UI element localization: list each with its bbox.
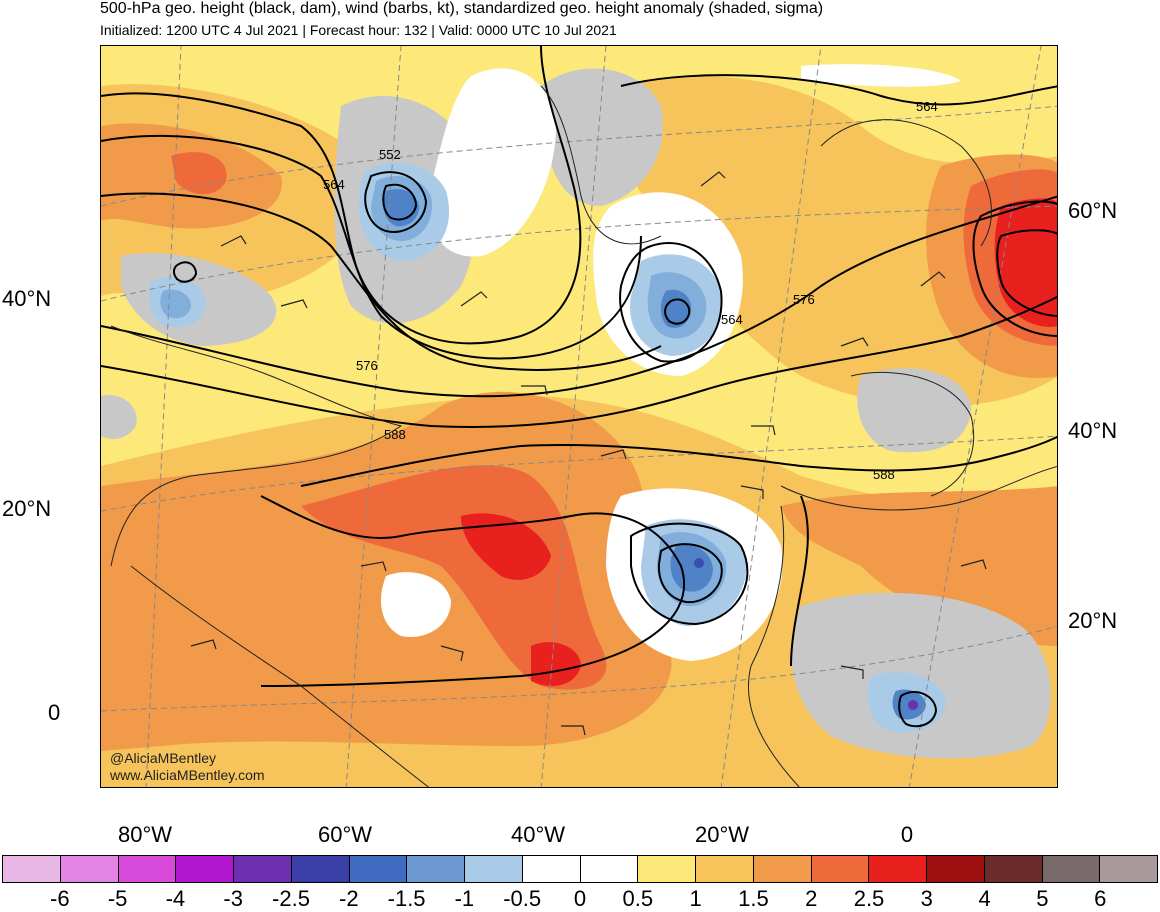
colorbar-tick-label: -0.5: [503, 886, 542, 911]
gray-region-4: [857, 368, 971, 453]
gray-region-3: [541, 68, 663, 206]
colorbar-swatch: [522, 856, 581, 882]
colorbar-swatch: [234, 856, 292, 882]
lon-label-80w: 80°W: [117, 822, 173, 847]
lat-label-left-40n: 40°N: [2, 286, 52, 311]
height-contours: [101, 46, 1057, 728]
colorbar-tick-label: -1.5: [387, 886, 426, 911]
contour-label-2: 564: [323, 177, 345, 192]
colorbar-tick-label: -4: [165, 886, 186, 911]
contour-label-4: 588: [384, 427, 406, 442]
colorbar-tick-label: 2.5: [853, 886, 885, 911]
anomaly-colorbar: [2, 855, 1158, 883]
colorbar-swatch: [118, 856, 177, 882]
map-title: 500-hPa geo. height (black, dam), wind (…: [100, 0, 824, 17]
contour-label-1: 552: [379, 147, 401, 162]
colorbar-tick-label: 0.5: [622, 886, 654, 911]
graticule: [101, 46, 1057, 787]
wind-barbs: [190, 171, 987, 736]
colorbar-swatch: [1100, 856, 1157, 882]
colorbar-swatch: [465, 856, 523, 882]
anomaly-region-6: [781, 486, 1057, 646]
colorbar-tick-label: 3: [920, 886, 933, 911]
contour-label-6: 576: [793, 292, 815, 307]
low-anomaly-3c: [670, 544, 713, 592]
low-anomaly-4b: [160, 289, 191, 319]
gray-region-6: [101, 395, 137, 439]
map-subtitle: Initialized: 1200 UTC 4 Jul 2021 | Forec…: [100, 22, 617, 38]
lat-label-left-20n: 20°N: [2, 496, 52, 521]
colorbar-swatch: [580, 856, 639, 882]
coastlines: [110, 85, 1057, 787]
lon-label-20w: 20°W: [694, 822, 750, 847]
anomaly-region-9: [461, 513, 551, 580]
credit-website: www.AliciaMBentley.com: [110, 767, 265, 783]
gray-region-5: [791, 592, 1051, 759]
map-canvas: 552 564 576 588 564 576 588 564: [101, 46, 1057, 787]
colorbar-tick-label: 1.5: [738, 886, 769, 911]
credit-handle: @AliciaMBentley: [110, 750, 217, 766]
contour-label-5: 564: [721, 312, 743, 327]
lon-label-40w: 40°W: [510, 822, 566, 847]
lon-label-0: 0: [900, 822, 914, 847]
colorbar-tick-label: -6: [50, 886, 70, 911]
colorbar-swatch: [753, 856, 812, 882]
colorbar-tick-label: 6: [1094, 886, 1107, 911]
colorbar-swatch: [3, 856, 61, 882]
neutral-region-5: [801, 64, 961, 87]
colorbar-swatch: [811, 856, 870, 882]
colorbar-swatch: [696, 856, 754, 882]
lat-label-right-60n: 60°N: [1068, 198, 1118, 223]
anomaly-region-10: [531, 642, 581, 686]
colorbar-swatch: [869, 856, 927, 882]
colorbar-swatch: [1042, 856, 1101, 882]
colorbar-swatch: [349, 856, 408, 882]
low-anomaly-5c: [908, 700, 918, 710]
low-anomaly-3d: [694, 558, 704, 568]
low-anomaly-1c: [383, 189, 419, 227]
colorbar-swatch: [638, 856, 696, 882]
contour-label-3: 576: [356, 358, 378, 373]
colorbar-tick-label: 2: [805, 886, 818, 911]
colorbar-swatch: [176, 856, 234, 882]
colorbar-swatch: [927, 856, 985, 882]
neutral-region-4: [381, 572, 451, 637]
colorbar-swatch: [407, 856, 465, 882]
contour-label-7: 588: [873, 467, 895, 482]
colorbar-tick-label: -2.5: [272, 886, 310, 911]
neutral-region-1: [428, 68, 556, 257]
colorbar-swatch: [60, 856, 119, 882]
colorbar-tick-label: 5: [1036, 886, 1049, 911]
colorbar-tick-label: 1: [689, 886, 702, 911]
colorbar-tick-label: 0: [573, 886, 587, 911]
colorbar-tick-label: -1: [454, 886, 475, 911]
colorbar-tick-label: -2: [339, 886, 359, 911]
colorbar-tick-label: -5: [107, 886, 128, 911]
low-anomaly-2c: [660, 289, 692, 328]
colorbar-tick-label: -3: [223, 886, 243, 911]
lon-label-60w: 60°W: [317, 822, 373, 847]
colorbar-tick-label: 4: [978, 886, 991, 911]
lat-label-right-20n: 20°N: [1068, 608, 1118, 633]
colorbar-swatch: [984, 856, 1043, 882]
lat-label-right-40n: 40°N: [1068, 418, 1118, 443]
contour-label-8: 564: [916, 99, 938, 114]
colorbar-swatch: [291, 856, 350, 882]
weather-map: 552 564 576 588 564 576 588 564: [100, 45, 1058, 788]
lat-label-left-0: 0: [48, 700, 61, 725]
